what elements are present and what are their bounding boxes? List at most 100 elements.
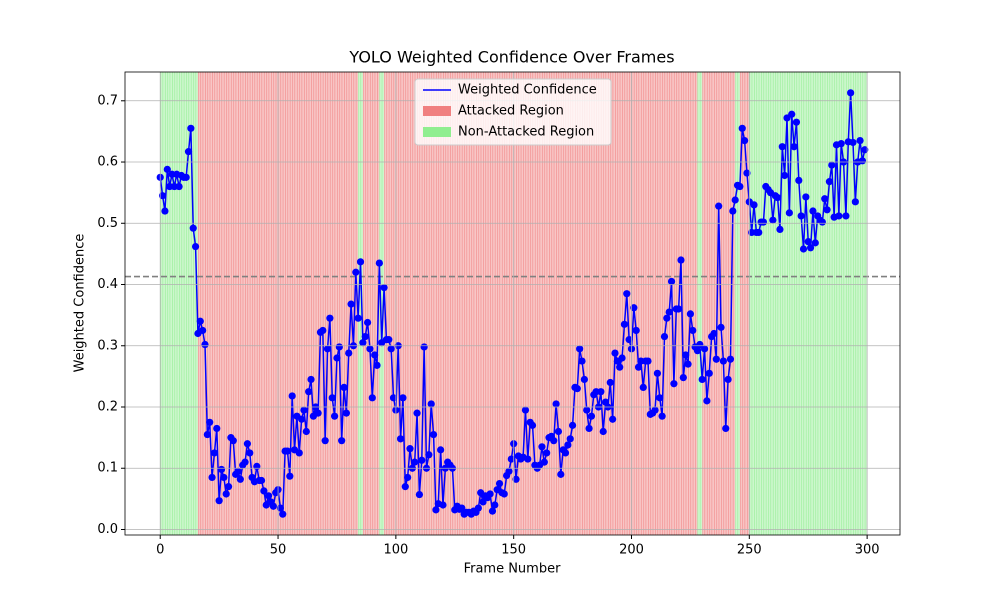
point (175, 182, 183, 191)
point (858, 157, 867, 165)
plot-frame (124, 71, 901, 536)
point (439, 501, 447, 509)
y-tick-label: 0.6 (97, 155, 118, 170)
point (314, 409, 322, 417)
point (703, 397, 711, 405)
point (213, 424, 221, 433)
point (163, 165, 171, 173)
point (797, 212, 805, 220)
point (554, 427, 563, 436)
point (340, 383, 348, 392)
point (295, 449, 303, 457)
point (420, 343, 428, 351)
y-tick-label: 0.1 (97, 461, 118, 476)
point (538, 443, 546, 451)
point (371, 351, 379, 359)
y-axis-label: Weighted Confidence (73, 234, 88, 373)
point (804, 238, 812, 246)
point (689, 326, 697, 335)
point (491, 501, 499, 509)
point (363, 318, 372, 327)
region-span (739, 72, 750, 535)
legend-label: Non-Attacked Region (458, 125, 594, 140)
point (540, 458, 548, 466)
point (731, 196, 739, 204)
point (305, 388, 313, 396)
point (663, 314, 671, 322)
point (715, 202, 723, 210)
point (651, 406, 659, 414)
point (521, 406, 530, 414)
point (573, 385, 581, 393)
point (500, 490, 508, 498)
point (585, 424, 593, 433)
point (319, 326, 327, 335)
legend-swatch (423, 106, 451, 116)
point (543, 449, 551, 457)
point (611, 349, 619, 357)
point (606, 378, 614, 387)
point (243, 440, 252, 448)
x-tick-label: 300 (855, 543, 880, 558)
point (161, 207, 169, 215)
point (849, 138, 857, 147)
point (418, 456, 426, 464)
point (432, 506, 440, 514)
point (623, 290, 631, 298)
point (479, 498, 487, 506)
point (203, 430, 211, 439)
point (260, 487, 268, 495)
point (246, 449, 254, 457)
point (206, 418, 214, 426)
point (217, 465, 226, 474)
point (323, 345, 332, 353)
point (842, 212, 850, 220)
point (199, 326, 207, 335)
point (361, 332, 369, 341)
point (201, 340, 209, 349)
point (759, 218, 768, 226)
point (802, 193, 810, 201)
point (828, 161, 836, 169)
point (373, 361, 381, 369)
point (677, 256, 685, 264)
point (380, 283, 388, 292)
point (670, 380, 678, 388)
point (561, 449, 570, 457)
point (300, 406, 308, 414)
region-span (735, 72, 740, 535)
point (335, 343, 343, 351)
x-tick-label: 50 (270, 543, 287, 558)
point (660, 332, 669, 341)
y-tick-label: 0.5 (97, 216, 118, 231)
legend-label: Attacked Region (458, 104, 564, 119)
point (665, 308, 673, 316)
point (415, 490, 424, 499)
point (726, 355, 735, 363)
point (686, 310, 695, 318)
point (736, 182, 744, 191)
point (215, 497, 223, 505)
point (719, 357, 727, 365)
point (279, 510, 287, 518)
point (620, 320, 629, 328)
point (705, 369, 713, 377)
point (210, 449, 219, 457)
point (189, 224, 197, 232)
point (222, 490, 230, 498)
point (712, 355, 720, 363)
point (825, 178, 834, 186)
point (634, 363, 643, 371)
point (474, 504, 482, 512)
point (406, 445, 414, 453)
point (413, 409, 421, 417)
point (710, 329, 718, 338)
point (437, 446, 445, 454)
point (356, 258, 365, 266)
point (667, 277, 676, 286)
point (229, 437, 237, 445)
point (587, 412, 596, 420)
point (656, 394, 664, 402)
point (257, 476, 266, 485)
point (326, 314, 334, 322)
